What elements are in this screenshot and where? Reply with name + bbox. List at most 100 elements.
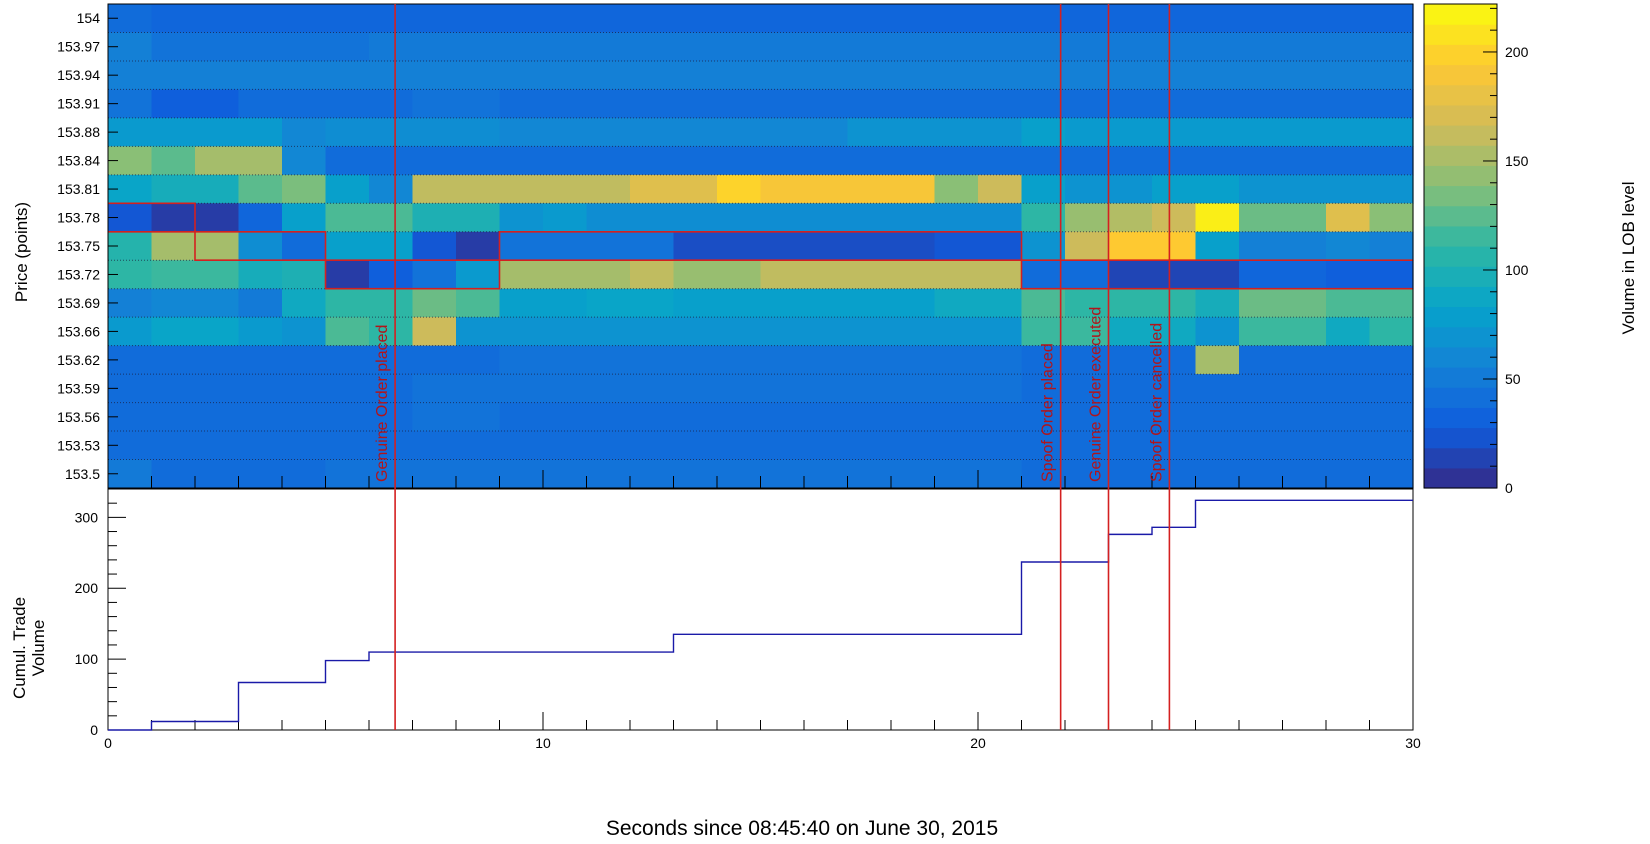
heatmap-cell	[151, 345, 196, 375]
heatmap-cell	[586, 260, 631, 290]
heatmap-cell	[1326, 32, 1371, 62]
heatmap-cell	[195, 374, 240, 404]
heatmap-cell	[847, 117, 892, 147]
heatmap-cell	[238, 345, 283, 375]
heatmap-cell	[1239, 345, 1284, 375]
heatmap-cell	[1282, 203, 1327, 233]
heatmap-cell	[238, 60, 283, 91]
heatmap-cell	[195, 402, 240, 432]
heatmap-cell	[195, 146, 240, 176]
heatmap-cell	[1282, 231, 1327, 261]
heatmap-cell	[673, 231, 718, 261]
heatmap-cell	[1195, 402, 1240, 432]
heatmap-cell	[1065, 4, 1110, 34]
heatmap-cell	[151, 146, 196, 176]
heatmap-cell	[673, 402, 718, 432]
heatmap-cell	[499, 174, 544, 204]
heatmap-cell	[804, 117, 849, 147]
heatmap-cell	[1282, 117, 1327, 147]
heatmap-cell	[1326, 288, 1371, 318]
heatmap-cell	[934, 459, 979, 489]
price-tick-label: 153.94	[57, 67, 100, 83]
heatmap-cell	[586, 174, 631, 204]
heatmap-cell	[412, 459, 457, 489]
heatmap-cell	[1326, 402, 1371, 432]
heatmap-cell	[412, 260, 457, 290]
price-tick-label: 153.84	[57, 153, 100, 169]
heatmap-cell	[456, 117, 501, 147]
heatmap-cell	[282, 459, 327, 489]
heatmap-cell	[1239, 32, 1284, 62]
colorbar-band	[1424, 84, 1497, 106]
price-tick-label: 153.88	[57, 124, 100, 140]
heatmap-cell	[1152, 431, 1197, 461]
time-tick-label: 0	[104, 735, 112, 751]
heatmap-cell	[325, 431, 370, 461]
heatmap-cell	[1108, 89, 1153, 119]
heatmap-cell	[804, 402, 849, 432]
heatmap-cell	[369, 374, 414, 404]
heatmap-cell	[151, 288, 196, 318]
heatmap-cell	[847, 317, 892, 347]
heatmap-cell	[673, 4, 718, 34]
heatmap-cell	[673, 146, 718, 176]
heatmap-cell	[499, 4, 544, 34]
heatmap-cell	[1021, 203, 1066, 233]
heatmap-cell	[499, 260, 544, 290]
time-tick-label: 20	[970, 735, 986, 751]
heatmap-cell	[369, 288, 414, 318]
heatmap-cell	[151, 231, 196, 261]
colorbar-band	[1424, 24, 1497, 45]
heatmap-cell	[978, 317, 1023, 347]
heatmap-cell	[456, 459, 501, 489]
heatmap-cell	[1195, 89, 1240, 119]
heatmap-cell	[499, 459, 544, 489]
heatmap-cell	[978, 32, 1023, 62]
heatmap-cell	[1369, 431, 1414, 461]
heatmap-cell	[1282, 89, 1327, 119]
heatmap-cell	[1065, 288, 1110, 318]
lower-plot-border	[107, 488, 1414, 731]
heatmap-cell	[804, 4, 849, 34]
heatmap-cell	[151, 317, 196, 347]
heatmap-cell	[630, 174, 675, 204]
heatmap-cell	[1282, 374, 1327, 404]
heatmap-cell	[543, 203, 588, 233]
heatmap-cell	[760, 60, 805, 91]
heatmap-cell	[499, 60, 544, 91]
lower-y-axis-label-line-2: Volume	[29, 620, 48, 677]
heatmap-cell	[586, 89, 631, 119]
heatmap-cell	[673, 32, 718, 62]
colorbar-band	[1424, 246, 1497, 267]
heatmap-cell	[1282, 32, 1327, 62]
heatmap-cell	[1195, 231, 1240, 261]
heatmap-cell	[1326, 345, 1371, 375]
heatmap-cell	[934, 4, 979, 34]
heatmap-cell	[586, 32, 631, 62]
heatmap-cell	[586, 203, 631, 233]
heatmap-cell	[1152, 374, 1197, 404]
price-tick-label: 153.91	[57, 96, 100, 112]
heatmap-cell	[673, 374, 718, 404]
heatmap-cell	[1239, 402, 1284, 432]
heatmap-cell	[760, 203, 805, 233]
heatmap-cell	[1021, 317, 1066, 347]
heatmap-cell	[1065, 32, 1110, 62]
colorbar-band	[1424, 326, 1497, 348]
heatmap-cell	[717, 260, 762, 290]
heatmap-cell	[369, 32, 414, 62]
heatmap-cell	[1065, 89, 1110, 119]
heatmap-cell	[760, 459, 805, 489]
heatmap-cell	[543, 89, 588, 119]
heatmap-cell	[1065, 402, 1110, 432]
heatmap-cell	[978, 146, 1023, 176]
price-tick-label: 153.62	[57, 352, 100, 368]
heatmap-cell	[151, 4, 196, 34]
heatmap-cell	[1195, 4, 1240, 34]
heatmap-cell	[543, 288, 588, 318]
heatmap-cell	[151, 203, 196, 233]
heatmap-cell	[847, 89, 892, 119]
heatmap-cell	[238, 231, 283, 261]
heatmap-cell	[630, 146, 675, 176]
